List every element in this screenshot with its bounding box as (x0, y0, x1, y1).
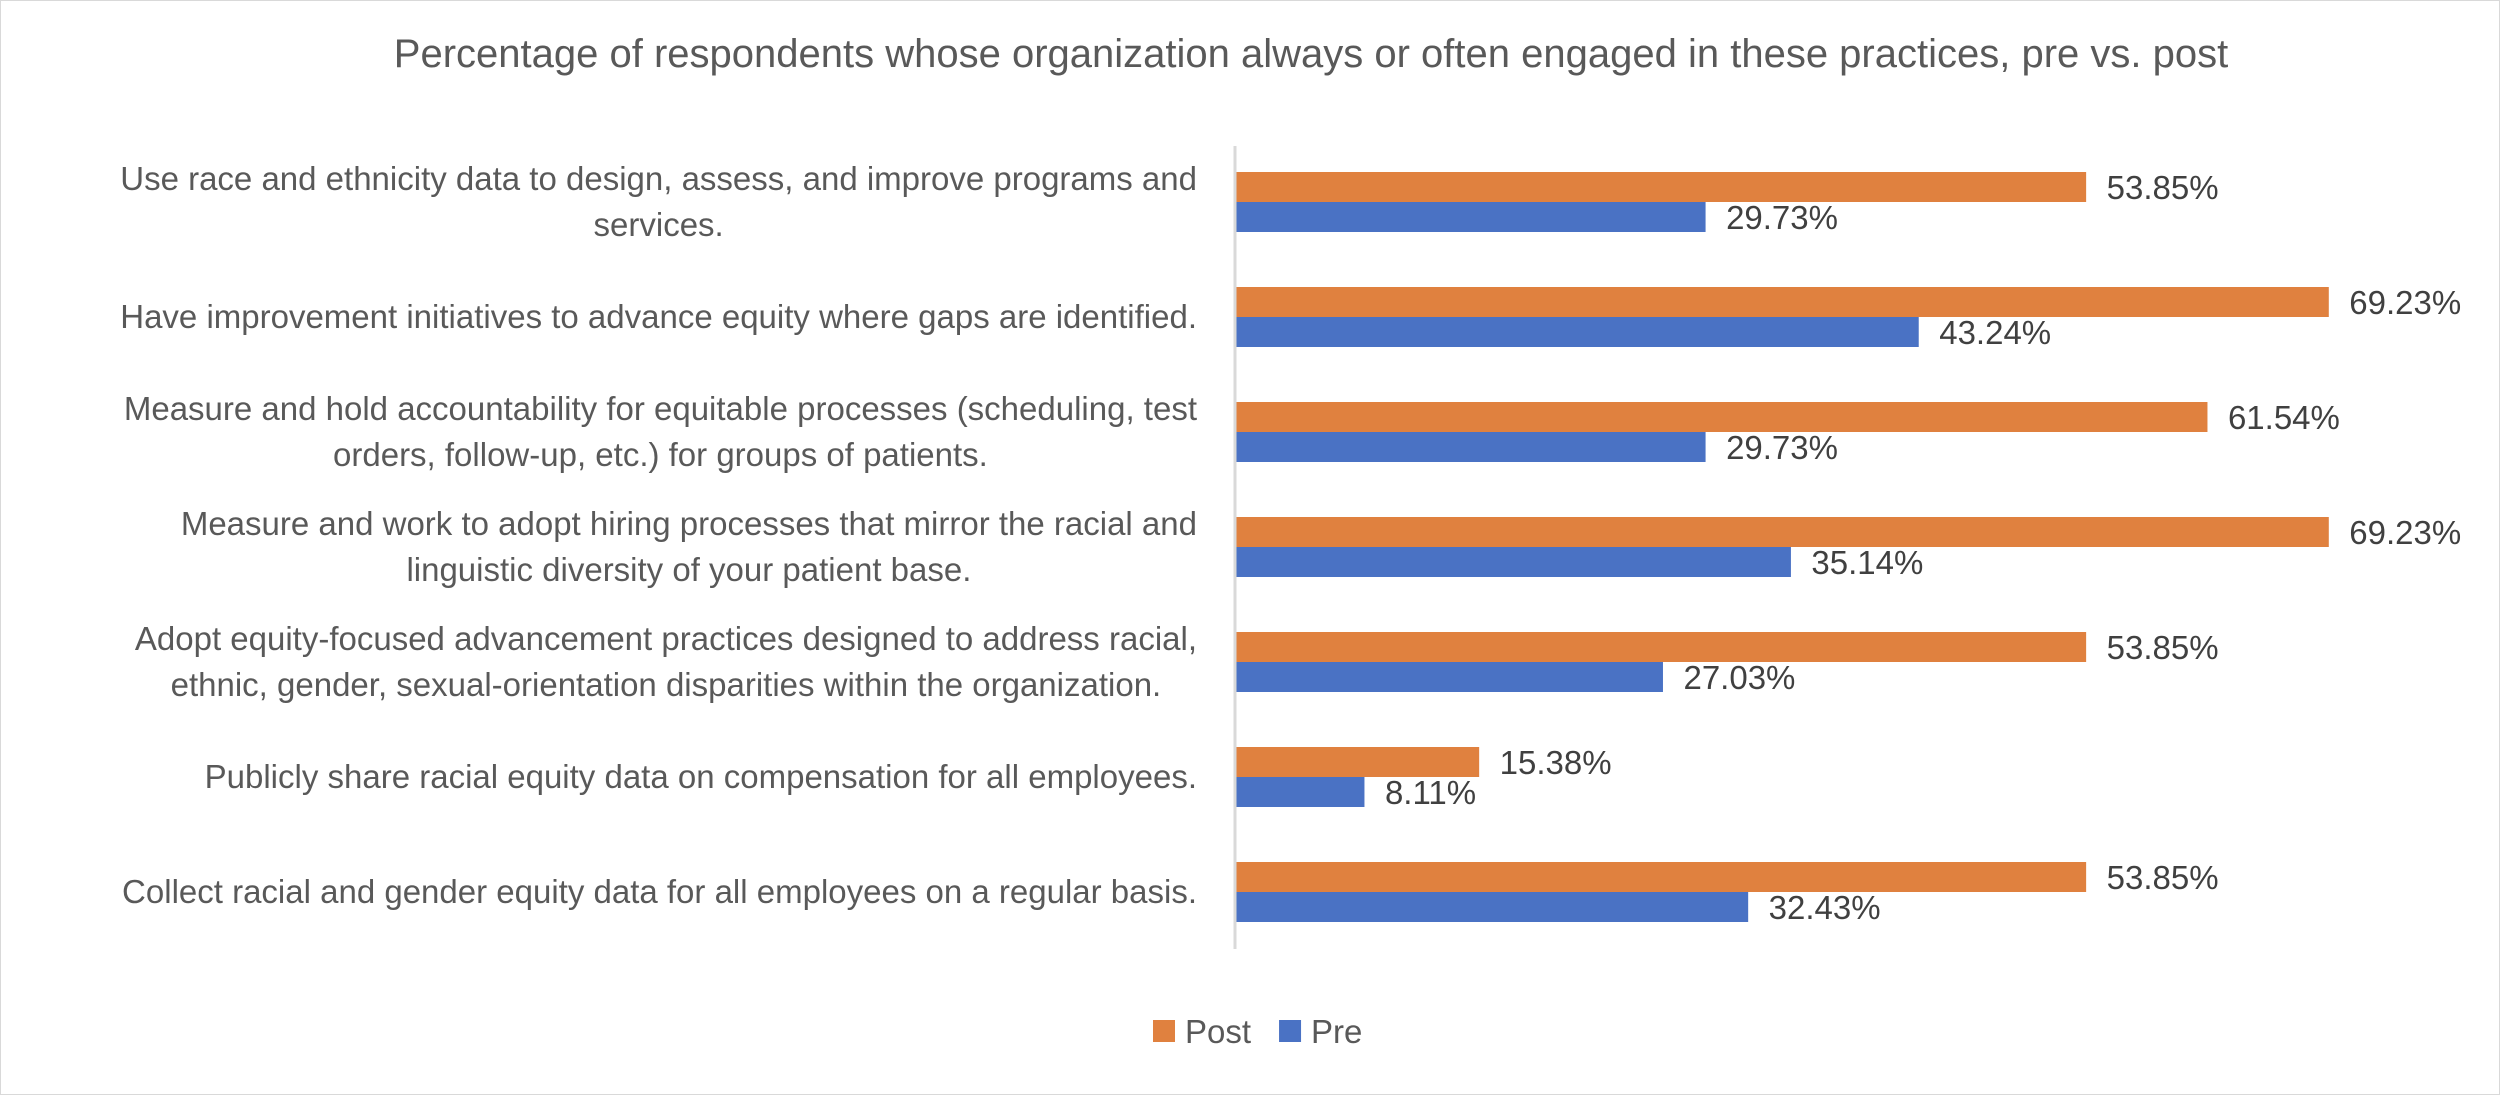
category-label: Publicly share racial equity data on com… (205, 758, 1197, 795)
data-label-pre: 27.03% (1683, 659, 1795, 696)
category-label-line: orders, follow-up, etc.) for groups of p… (333, 436, 988, 473)
bar-post (1236, 632, 2087, 662)
category-label-line: Measure and hold accountability for equi… (124, 390, 1197, 427)
legend: Post Pre (1153, 1013, 1362, 1050)
category-labels: Use race and ethnicity data to design, a… (120, 160, 1197, 910)
data-label-post: 53.85% (2107, 169, 2219, 206)
data-label-pre: 43.24% (1939, 314, 2051, 351)
chart-title: Percentage of respondents whose organiza… (394, 32, 2228, 76)
data-label-pre: 32.43% (1769, 889, 1881, 926)
bar-pre (1236, 547, 1791, 577)
category-label-line: Adopt equity-focused advancement practic… (135, 620, 1197, 657)
legend-label-post: Post (1185, 1013, 1251, 1050)
data-label-post: 69.23% (2349, 284, 2461, 321)
bar-post (1236, 172, 2087, 202)
category-label-line: services. (594, 206, 724, 243)
category-label-line: Publicly share racial equity data on com… (205, 758, 1197, 795)
bar-post (1236, 287, 2329, 317)
data-label-pre: 29.73% (1726, 429, 1838, 466)
legend-swatch-pre (1279, 1020, 1302, 1042)
category-label: Measure and hold accountability for equi… (124, 390, 1197, 473)
data-label-pre: 29.73% (1726, 199, 1838, 236)
data-label-pre: 35.14% (1811, 544, 1923, 581)
category-label: Measure and work to adopt hiring process… (181, 505, 1197, 588)
category-label-line: ethnic, gender, sexual-orientation dispa… (171, 666, 1162, 703)
category-label: Use race and ethnicity data to design, a… (120, 160, 1197, 243)
data-label-post: 53.85% (2107, 859, 2219, 896)
category-label: Have improvement initiatives to advance … (120, 298, 1197, 335)
category-label-line: Use race and ethnicity data to design, a… (120, 160, 1197, 197)
bar-post (1236, 862, 2087, 892)
bar-pre (1236, 317, 1919, 347)
value-labels: 53.85% 69.23% 61.54% 69.23% 53.85% 15.38% 53.8… (1385, 169, 2461, 926)
bar-post (1236, 517, 2329, 547)
category-label-line: Have improvement initiatives to advance … (120, 298, 1197, 335)
data-label-pre: 8.11% (1385, 774, 1476, 811)
category-label: Collect racial and gender equity data fo… (122, 873, 1197, 910)
bar-pre (1236, 892, 1749, 922)
bar-pre (1236, 202, 1706, 232)
legend-swatch-post (1153, 1020, 1175, 1042)
bar-post (1236, 747, 1480, 777)
data-label-post: 53.85% (2107, 629, 2219, 666)
data-label-post: 69.23% (2349, 514, 2461, 551)
data-label-post: 61.54% (2228, 399, 2340, 436)
bar-pre (1236, 432, 1706, 462)
data-label-post: 15.38% (1500, 744, 1612, 781)
category-label-line: linguistic diversity of your patient bas… (406, 551, 971, 588)
bar-pre (1236, 777, 1365, 807)
bars (1236, 172, 2329, 922)
bar-post (1236, 402, 2208, 432)
category-label: Adopt equity-focused advancement practic… (135, 620, 1197, 703)
category-label-line: Measure and work to adopt hiring process… (181, 505, 1197, 542)
legend-label-pre: Pre (1311, 1013, 1362, 1050)
category-label-line: Collect racial and gender equity data fo… (122, 873, 1197, 910)
bar-pre (1236, 662, 1663, 692)
